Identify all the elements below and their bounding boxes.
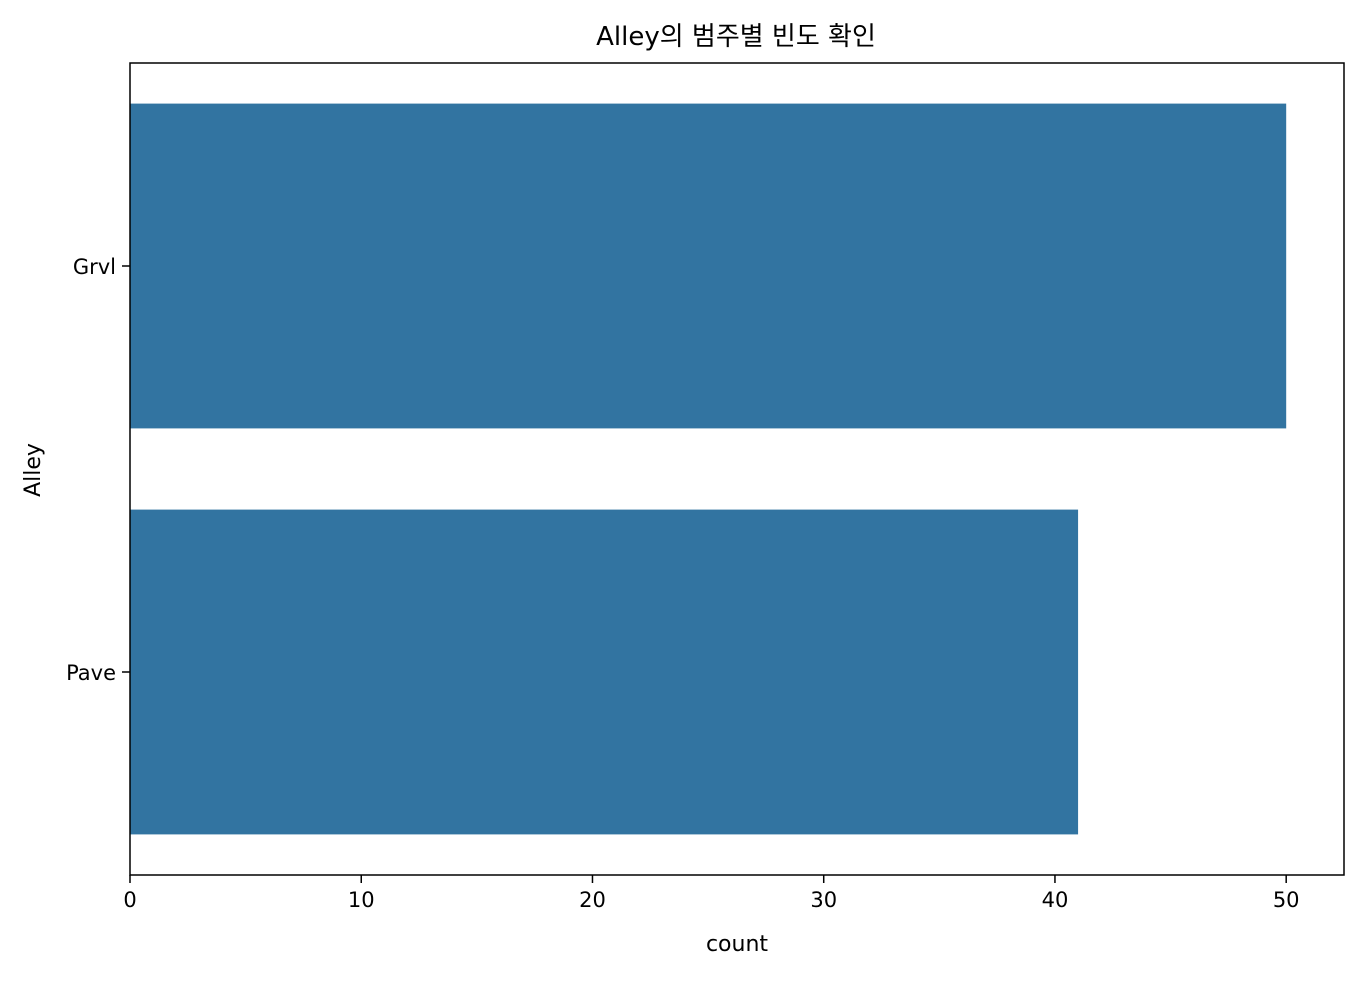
- x-axis: 0 10 20 30 40 50: [123, 875, 1300, 912]
- plot-frame: [129, 62, 1345, 876]
- chart-title: Alley의 범주별 빈도 확인: [596, 22, 876, 52]
- bar-grvl: [130, 103, 1287, 429]
- x-tick-label: 20: [579, 888, 606, 912]
- x-tick-label: 0: [123, 888, 136, 912]
- bar-pave: [130, 509, 1079, 835]
- x-tick-label: 30: [810, 888, 837, 912]
- x-tick-label: 50: [1273, 888, 1300, 912]
- x-axis-label: count: [706, 932, 768, 957]
- bars-layer: [130, 103, 1287, 835]
- y-axis-label: Alley: [21, 443, 46, 497]
- y-tick-label: Pave: [66, 661, 116, 685]
- x-tick-label: 40: [1042, 888, 1069, 912]
- y-tick-label: Grvl: [73, 255, 116, 279]
- y-axis: Grvl Pave: [66, 255, 130, 685]
- x-tick-label: 10: [348, 888, 375, 912]
